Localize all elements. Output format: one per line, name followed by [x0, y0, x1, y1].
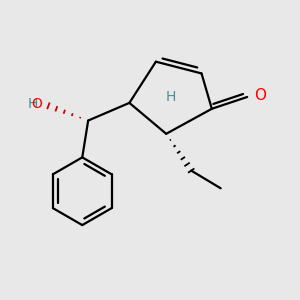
Text: O: O [254, 88, 266, 103]
Text: H: H [28, 98, 38, 111]
Text: H: H [165, 90, 176, 104]
Text: O: O [32, 98, 43, 111]
